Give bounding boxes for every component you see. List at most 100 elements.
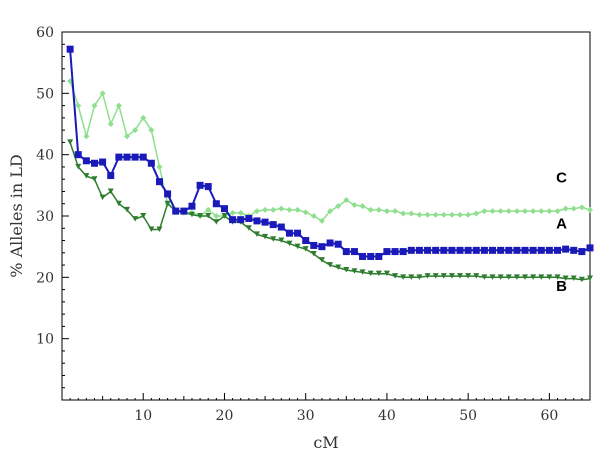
data-point [375, 270, 382, 277]
data-point [489, 246, 497, 254]
data-point [554, 246, 562, 254]
data-point [457, 273, 464, 279]
series-label-A: A [556, 215, 567, 232]
minor-ticks [62, 43, 583, 400]
data-point [448, 211, 455, 218]
data-point [294, 229, 302, 237]
data-point [286, 206, 293, 213]
series-layer [66, 45, 594, 283]
y-axis-title: % Alleles in LD [7, 154, 26, 277]
data-point [147, 159, 155, 167]
data-point [213, 213, 220, 219]
data-point [415, 246, 423, 254]
data-point [99, 90, 106, 97]
data-point [522, 208, 529, 215]
data-point [115, 153, 123, 161]
data-point [327, 208, 334, 215]
data-point [343, 197, 350, 204]
data-point [197, 213, 204, 219]
data-point [367, 206, 374, 213]
data-point [269, 221, 277, 229]
data-point [220, 205, 228, 213]
data-point [391, 248, 399, 256]
data-point [229, 209, 236, 216]
data-point [562, 245, 570, 253]
data-point [578, 248, 586, 256]
data-point [473, 273, 480, 279]
data-point [66, 45, 74, 53]
data-point [570, 275, 577, 282]
data-point [578, 204, 585, 211]
data-point [342, 248, 350, 256]
data-point [335, 203, 342, 210]
data-point [392, 273, 399, 279]
data-point [318, 243, 326, 251]
x-tick-label: 10 [134, 408, 152, 424]
data-point [416, 274, 423, 280]
data-point [67, 139, 74, 145]
data-point [432, 246, 440, 254]
data-point [302, 246, 309, 252]
data-point [480, 246, 488, 254]
data-point [562, 275, 569, 282]
y-tick-label: 20 [36, 270, 54, 286]
data-point [464, 246, 472, 254]
data-point [521, 246, 529, 254]
data-point [139, 153, 147, 161]
data-point [513, 246, 521, 254]
series-C [67, 78, 593, 224]
data-point [359, 203, 366, 210]
data-point [587, 275, 593, 282]
data-point [140, 114, 147, 121]
data-point [399, 248, 407, 256]
data-point [530, 274, 537, 280]
data-point [359, 252, 367, 260]
data-point [440, 211, 447, 218]
data-point [75, 163, 82, 170]
data-point [245, 214, 253, 222]
data-point [465, 273, 472, 279]
data-point [400, 210, 407, 217]
data-point [473, 210, 480, 217]
data-point [107, 172, 115, 180]
data-point [383, 248, 391, 256]
data-point [83, 173, 90, 179]
data-point [545, 246, 553, 254]
data-point [155, 178, 163, 186]
data-point [302, 237, 310, 245]
data-point [489, 208, 496, 215]
data-point [221, 213, 228, 219]
data-point [237, 216, 245, 224]
data-point [131, 153, 139, 161]
data-point [538, 274, 545, 280]
data-point [188, 211, 195, 218]
data-point [530, 208, 537, 215]
data-point [424, 246, 432, 254]
y-tick-label: 40 [36, 148, 54, 164]
data-point [318, 217, 325, 224]
data-point [99, 194, 106, 201]
data-point [164, 200, 171, 207]
x-tick-label: 40 [378, 408, 396, 424]
y-tick-label: 10 [36, 332, 54, 348]
data-point [359, 269, 366, 275]
data-point [83, 133, 90, 140]
data-point [335, 264, 342, 271]
data-point [262, 206, 269, 213]
data-point [522, 274, 529, 280]
data-point [367, 252, 375, 260]
data-point [132, 127, 139, 134]
y-tick-label: 60 [36, 25, 54, 41]
data-point [448, 246, 456, 254]
data-point [432, 211, 439, 218]
data-point [156, 163, 163, 170]
data-point [529, 246, 537, 254]
data-point [74, 151, 82, 159]
data-point [286, 240, 293, 247]
data-point [188, 202, 196, 210]
data-point [270, 236, 277, 242]
data-point [205, 213, 212, 219]
data-point [262, 233, 269, 240]
data-point [570, 205, 577, 212]
